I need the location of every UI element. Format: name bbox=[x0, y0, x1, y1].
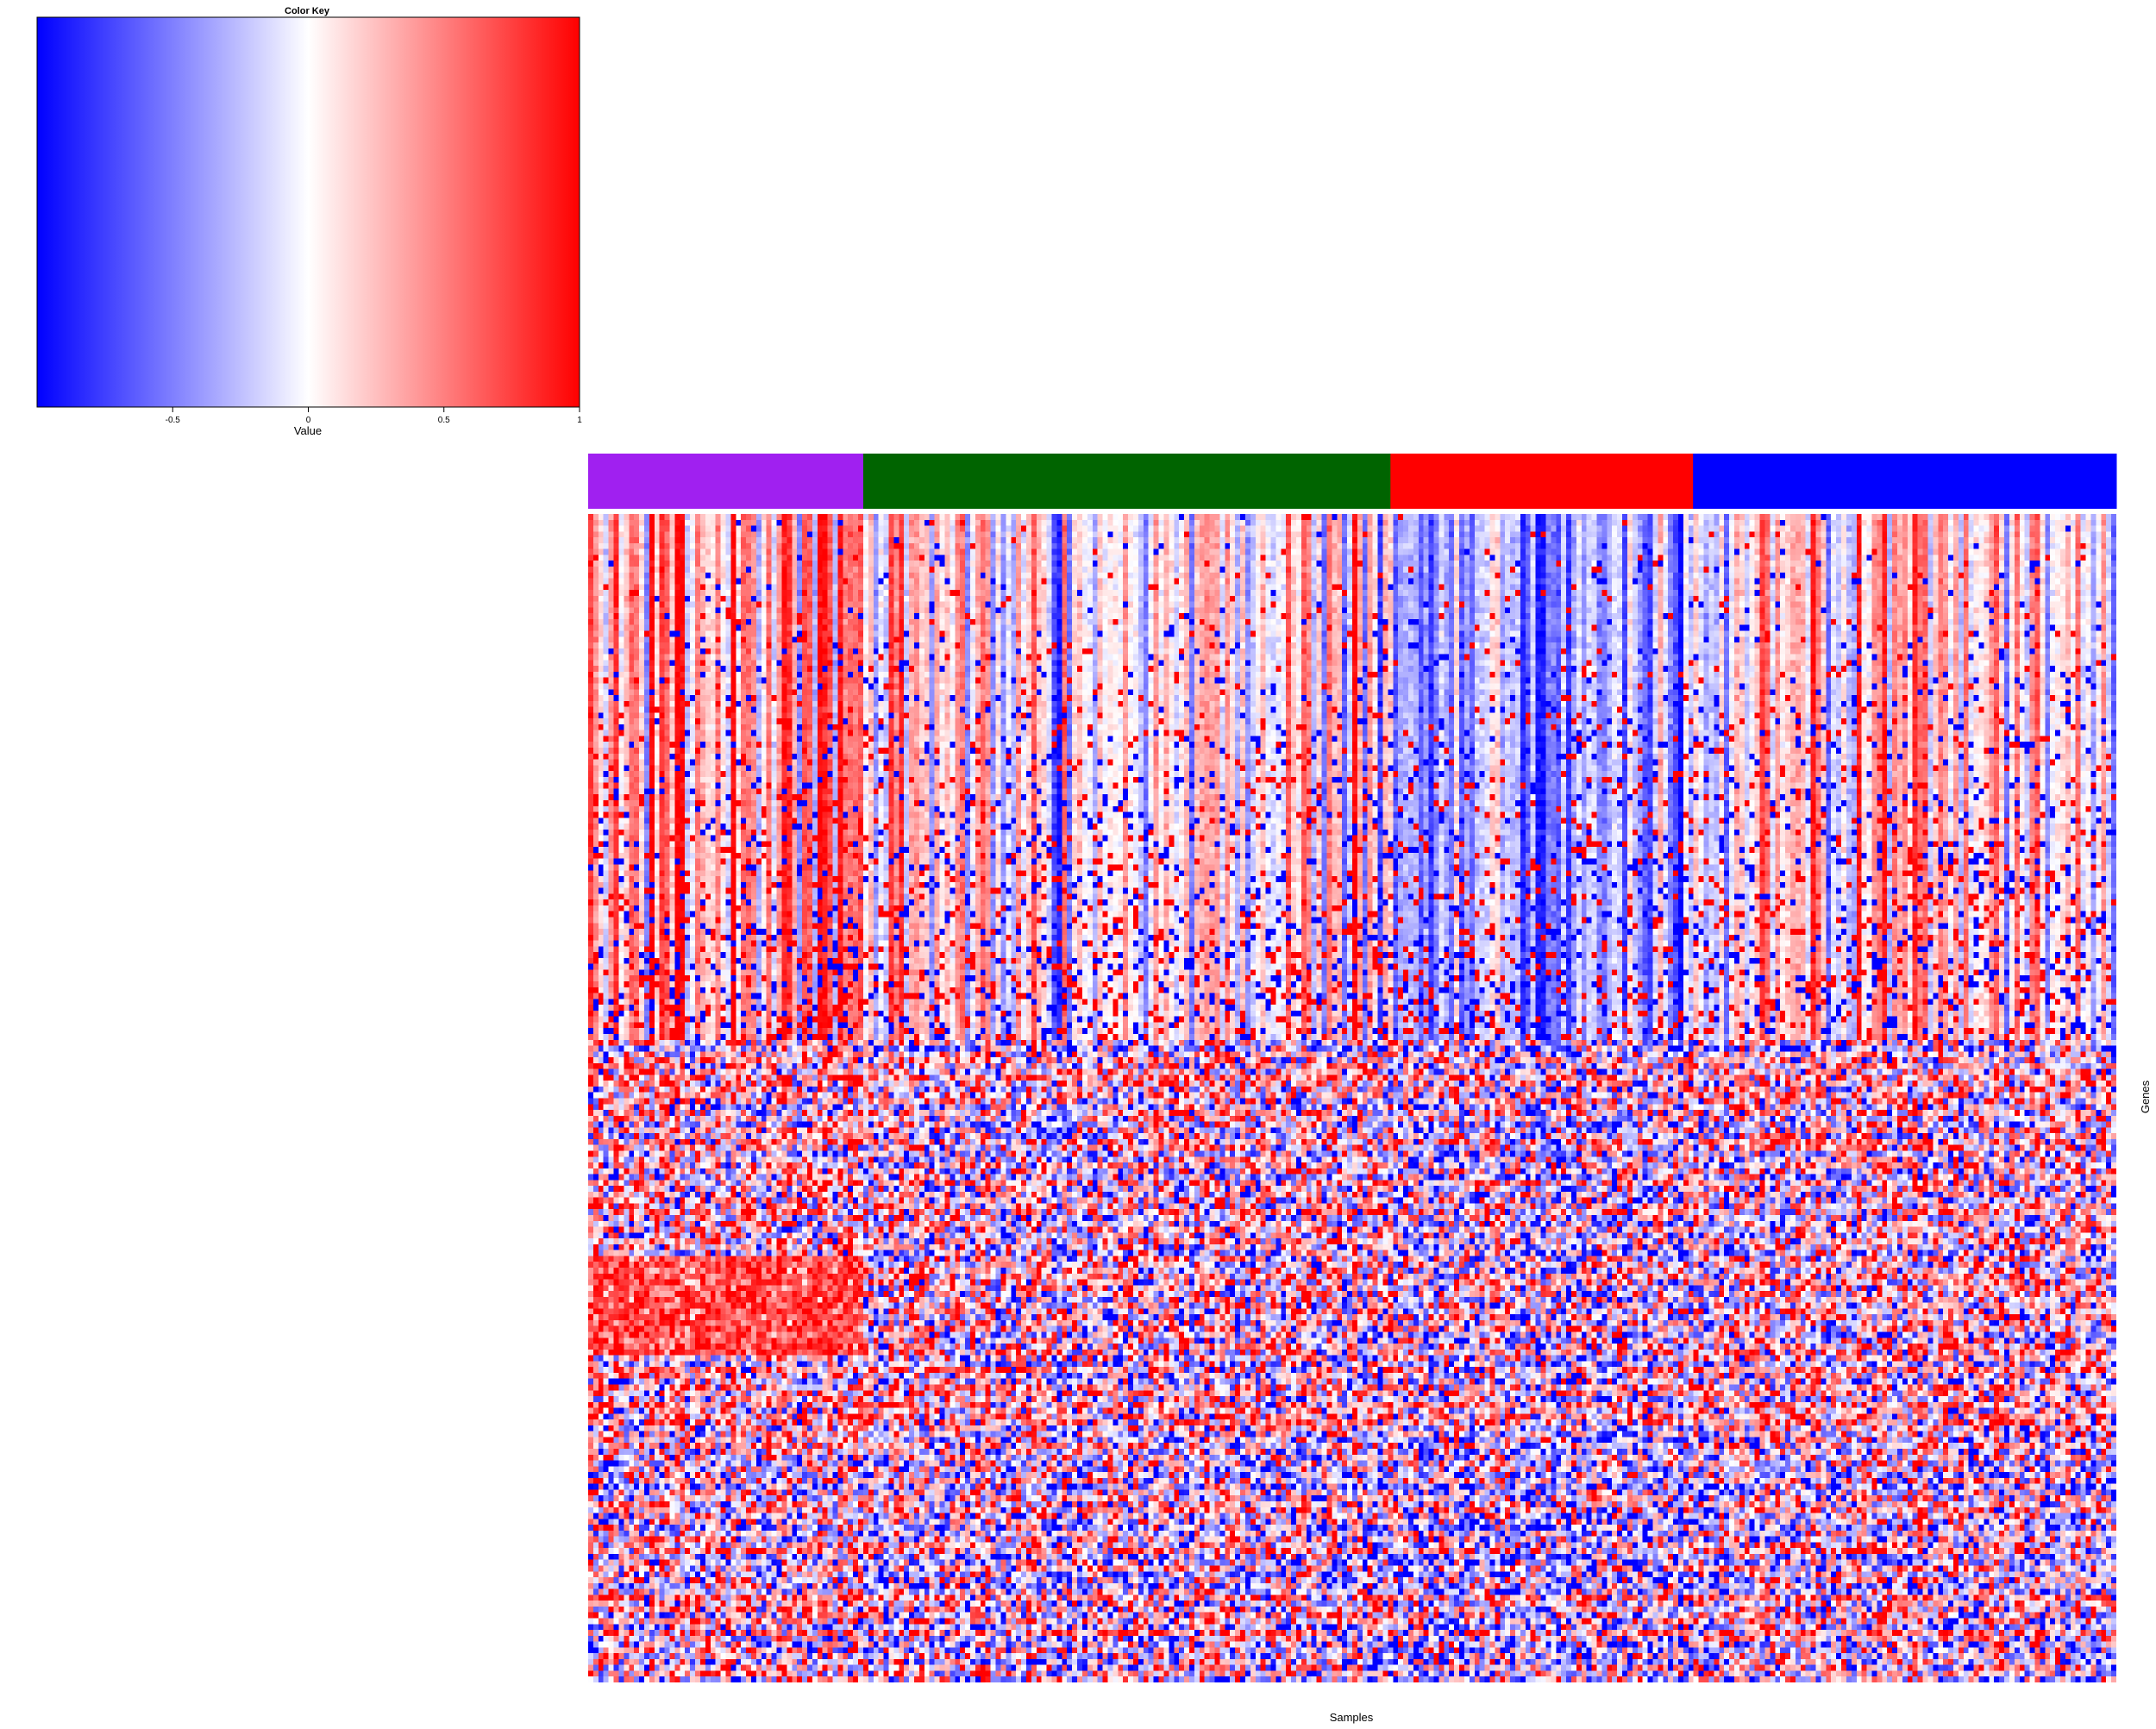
x-axis-label: Samples bbox=[1330, 1711, 1374, 1724]
color-key-tick-label: -0.5 bbox=[166, 416, 181, 425]
column-side-colors bbox=[588, 454, 2117, 509]
color-key-tick-label: 0 bbox=[306, 416, 311, 425]
heatmap-cells bbox=[588, 514, 2116, 1682]
y-axis-label: Genes bbox=[2139, 1080, 2152, 1113]
color-key-gradient bbox=[36, 16, 580, 408]
color-key-title: Color Key bbox=[285, 6, 330, 16]
color-key-xlabel: Value bbox=[294, 424, 322, 437]
color-key-tick-label: 1 bbox=[577, 416, 582, 425]
color-key-ticks: -0.5 0 0.5 1 bbox=[166, 407, 582, 425]
column-group-color bbox=[862, 454, 1391, 509]
column-group-color bbox=[1693, 454, 2117, 509]
column-group-color bbox=[1390, 454, 1694, 509]
color-key-tick-label: 0.5 bbox=[438, 416, 450, 425]
column-group-color bbox=[588, 454, 864, 509]
color-key: Color Key -0.5 0 0.5 1 Value bbox=[36, 6, 582, 437]
